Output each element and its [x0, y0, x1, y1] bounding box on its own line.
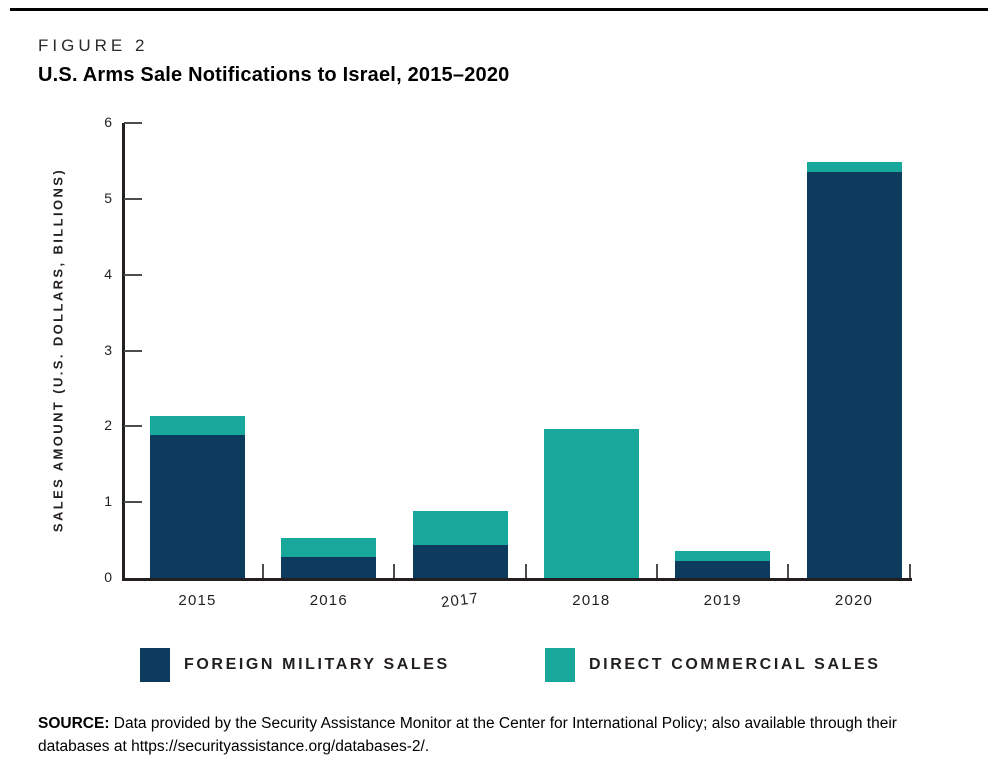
y-tick-mark — [124, 197, 142, 200]
x-tick-label: 2015 — [178, 592, 217, 609]
y-axis-line — [122, 123, 125, 580]
bar-2018-direct-commercial-sales — [543, 428, 639, 578]
y-tick-label: 5 — [104, 189, 112, 206]
bar-2017-direct-commercial-sales — [412, 511, 508, 546]
legend-item-direct-commercial-sales: DIRECT COMMERCIAL SALES — [545, 648, 881, 682]
x-tick-label: 2020 — [834, 592, 874, 609]
y-tick-label: 0 — [104, 569, 112, 585]
legend-swatch-foreign-military-sales — [140, 648, 170, 682]
bar-2015-foreign-military-sales — [150, 435, 245, 578]
y-tick-label: 1 — [104, 493, 112, 510]
y-tick-mark — [124, 273, 142, 276]
x-tick-label: 2018 — [572, 592, 611, 609]
bar-2019-foreign-military-sales — [675, 561, 771, 578]
y-tick-label: 3 — [104, 341, 112, 358]
y-tick-mark — [124, 349, 142, 352]
x-tick-mark — [787, 564, 790, 578]
bar-2019-direct-commercial-sales — [675, 550, 771, 562]
x-tick-mark — [393, 564, 396, 578]
chart-legend: FOREIGN MILITARY SALES DIRECT COMMERCIAL… — [0, 648, 1000, 684]
legend-swatch-direct-commercial-sales — [545, 648, 575, 682]
x-tick-mark — [524, 564, 527, 578]
y-tick-label: 2 — [104, 417, 112, 434]
x-axis-line — [122, 578, 912, 581]
x-tick-mark — [909, 564, 911, 578]
bar-2016-foreign-military-sales — [281, 556, 377, 578]
y-tick-label: 6 — [104, 114, 112, 130]
figure-title: U.S. Arms Sale Notifications to Israel, … — [38, 64, 510, 86]
bar-2015-direct-commercial-sales — [150, 416, 245, 436]
y-axis-title: SALES AMOUNT (U.S. DOLLARS, BILLIONS) — [50, 167, 66, 533]
top-rule-divider — [10, 8, 988, 11]
x-tick-label: 2019 — [703, 592, 742, 609]
bar-2020-direct-commercial-sales — [806, 162, 902, 172]
y-tick-mark — [124, 425, 142, 428]
y-tick-mark — [124, 501, 142, 504]
x-tick-label: 2016 — [309, 592, 348, 609]
bar-2020-foreign-military-sales — [806, 171, 902, 578]
bar-2016-direct-commercial-sales — [281, 537, 377, 557]
source-note: SOURCE: Data provided by the Security As… — [38, 712, 953, 758]
y-tick-mark — [124, 122, 142, 124]
legend-label-foreign-military-sales: FOREIGN MILITARY SALES — [184, 656, 450, 673]
x-tick-mark — [262, 564, 265, 578]
x-tick-label: 2017 — [440, 589, 481, 612]
figure-number-label: FIGURE 2 — [38, 36, 149, 55]
x-tick-mark — [656, 564, 659, 578]
source-note-prefix: SOURCE: — [38, 715, 110, 732]
legend-item-foreign-military-sales: FOREIGN MILITARY SALES — [140, 648, 450, 682]
bar-2017-foreign-military-sales — [412, 545, 508, 578]
legend-label-direct-commercial-sales: DIRECT COMMERCIAL SALES — [589, 656, 881, 673]
source-note-text: Data provided by the Security Assistance… — [38, 715, 897, 755]
y-tick-label: 4 — [104, 265, 112, 282]
